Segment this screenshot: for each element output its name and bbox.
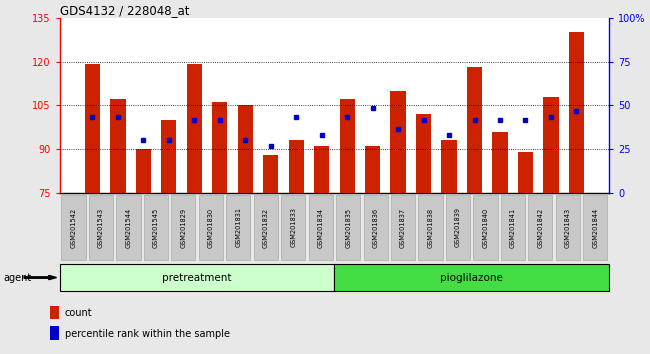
Bar bbox=[238, 105, 253, 193]
Bar bbox=[365, 146, 380, 193]
Text: GSM201839: GSM201839 bbox=[455, 207, 461, 247]
Text: GSM201542: GSM201542 bbox=[71, 207, 77, 247]
FancyBboxPatch shape bbox=[501, 195, 525, 259]
Text: GSM201829: GSM201829 bbox=[181, 207, 187, 247]
FancyBboxPatch shape bbox=[363, 195, 387, 259]
FancyBboxPatch shape bbox=[199, 195, 223, 259]
Bar bbox=[111, 99, 125, 193]
FancyBboxPatch shape bbox=[309, 195, 333, 259]
Text: GSM201834: GSM201834 bbox=[318, 207, 324, 247]
Bar bbox=[289, 141, 304, 193]
Bar bbox=[136, 149, 151, 193]
Bar bbox=[314, 146, 330, 193]
FancyBboxPatch shape bbox=[446, 195, 470, 259]
FancyBboxPatch shape bbox=[556, 195, 580, 259]
Bar bbox=[543, 97, 558, 193]
Bar bbox=[339, 99, 355, 193]
Text: GSM201544: GSM201544 bbox=[125, 207, 131, 247]
Bar bbox=[391, 91, 406, 193]
FancyBboxPatch shape bbox=[172, 195, 196, 259]
FancyBboxPatch shape bbox=[62, 195, 86, 259]
FancyBboxPatch shape bbox=[144, 195, 168, 259]
Bar bbox=[518, 152, 533, 193]
Text: count: count bbox=[65, 308, 92, 318]
Text: GSM201838: GSM201838 bbox=[428, 207, 434, 247]
FancyBboxPatch shape bbox=[60, 264, 335, 291]
Bar bbox=[187, 64, 202, 193]
FancyBboxPatch shape bbox=[116, 195, 140, 259]
FancyBboxPatch shape bbox=[528, 195, 552, 259]
Text: GSM201832: GSM201832 bbox=[263, 207, 268, 247]
Bar bbox=[49, 326, 59, 340]
Text: GSM201545: GSM201545 bbox=[153, 207, 159, 247]
Bar bbox=[49, 306, 59, 319]
Text: GSM201831: GSM201831 bbox=[235, 207, 241, 247]
Text: GSM201843: GSM201843 bbox=[565, 207, 571, 247]
Bar bbox=[263, 155, 278, 193]
Text: pioglilazone: pioglilazone bbox=[440, 273, 503, 282]
Bar bbox=[569, 32, 584, 193]
FancyBboxPatch shape bbox=[89, 195, 113, 259]
Text: agent: agent bbox=[3, 273, 31, 282]
FancyBboxPatch shape bbox=[473, 195, 497, 259]
Text: GSM201830: GSM201830 bbox=[208, 207, 214, 247]
Bar bbox=[416, 114, 431, 193]
Text: GSM201543: GSM201543 bbox=[98, 207, 104, 247]
Text: GSM201835: GSM201835 bbox=[345, 207, 351, 247]
Text: GSM201837: GSM201837 bbox=[400, 207, 406, 247]
FancyBboxPatch shape bbox=[419, 195, 443, 259]
Text: pretreatment: pretreatment bbox=[162, 273, 232, 282]
Text: GDS4132 / 228048_at: GDS4132 / 228048_at bbox=[60, 4, 189, 17]
Text: GSM201833: GSM201833 bbox=[291, 207, 296, 247]
FancyBboxPatch shape bbox=[254, 195, 278, 259]
Bar bbox=[467, 67, 482, 193]
Text: GSM201844: GSM201844 bbox=[592, 207, 598, 247]
Bar bbox=[492, 132, 508, 193]
Text: GSM201840: GSM201840 bbox=[482, 207, 488, 247]
FancyBboxPatch shape bbox=[391, 195, 415, 259]
FancyBboxPatch shape bbox=[335, 264, 609, 291]
Bar bbox=[212, 102, 227, 193]
Text: GSM201836: GSM201836 bbox=[372, 207, 378, 247]
Text: GSM201841: GSM201841 bbox=[510, 207, 516, 247]
FancyBboxPatch shape bbox=[281, 195, 306, 259]
Bar bbox=[84, 64, 100, 193]
Bar bbox=[161, 120, 177, 193]
FancyBboxPatch shape bbox=[226, 195, 250, 259]
Bar bbox=[441, 141, 457, 193]
FancyBboxPatch shape bbox=[336, 195, 360, 259]
Text: GSM201842: GSM201842 bbox=[538, 207, 543, 247]
FancyBboxPatch shape bbox=[583, 195, 607, 259]
Text: percentile rank within the sample: percentile rank within the sample bbox=[65, 329, 230, 339]
